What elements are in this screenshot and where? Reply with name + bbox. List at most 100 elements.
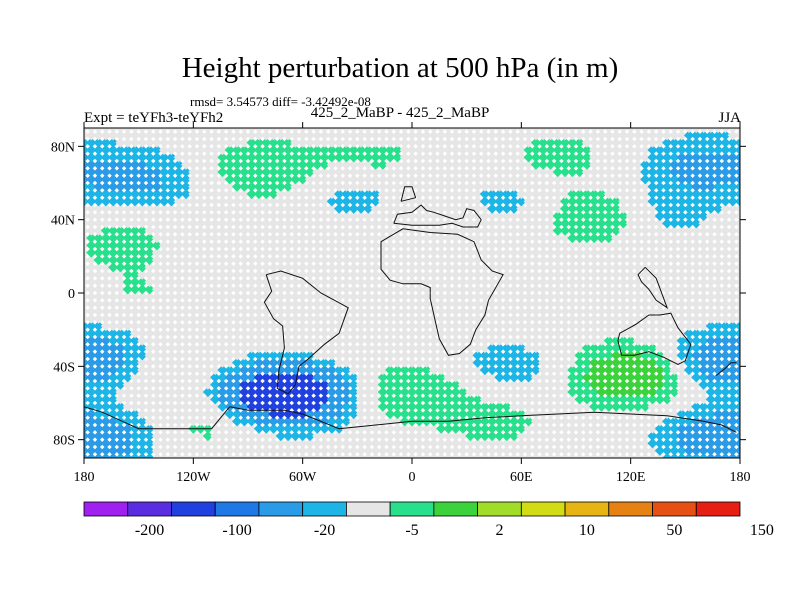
field-cell [239, 152, 250, 163]
field-cell [319, 262, 330, 273]
field-cell [304, 423, 315, 434]
field-cell [144, 445, 155, 456]
field-cell [654, 247, 665, 258]
field-cell [406, 401, 418, 412]
field-cell [188, 240, 199, 251]
field-cell [457, 276, 469, 288]
field-cell [552, 137, 563, 148]
field-cell [669, 416, 680, 427]
field-cell [487, 137, 498, 148]
field-cell [275, 254, 286, 266]
field-cell [581, 423, 592, 434]
field-cell [217, 364, 228, 376]
field-cell [217, 174, 228, 185]
field-cell [363, 144, 374, 156]
field-cell [560, 438, 571, 449]
field-cell [348, 137, 359, 148]
field-cell [581, 247, 592, 258]
field-cell [377, 394, 388, 405]
field-cell [538, 342, 549, 354]
field-cell [326, 445, 337, 456]
field-cell [385, 298, 396, 310]
field-cell [472, 174, 483, 185]
field-cell [632, 372, 643, 383]
field-cell [428, 372, 439, 383]
field-cell [377, 320, 388, 332]
field-cell [108, 166, 119, 178]
field-cell [173, 342, 184, 354]
field-cell [115, 218, 126, 229]
field-cell [625, 137, 636, 148]
field-cell [691, 430, 702, 442]
field-cell [734, 276, 740, 288]
field-cell [137, 210, 148, 222]
field-cell [246, 364, 257, 376]
field-cell [516, 394, 527, 405]
field-cell [581, 159, 592, 170]
field-cell [523, 144, 534, 156]
field-cell [698, 306, 709, 317]
field-cell [210, 218, 221, 229]
field-cell [428, 284, 439, 295]
field-cell [567, 394, 578, 405]
field-cell [662, 364, 673, 376]
field-cell [377, 438, 388, 449]
field-cell [567, 430, 578, 442]
field-cell [603, 196, 614, 207]
field-cell [457, 240, 469, 251]
field-cell [166, 430, 177, 442]
field-cell [683, 174, 695, 185]
field-cell [414, 181, 425, 192]
field-cell [509, 137, 520, 148]
field-cell [348, 416, 359, 427]
field-cell [705, 306, 716, 317]
field-cell [181, 386, 192, 398]
field-cell [268, 225, 279, 236]
field-cell [669, 254, 680, 266]
field-cell [479, 379, 490, 390]
field-cell [494, 342, 505, 354]
field-cell [560, 247, 571, 258]
field-cell [538, 320, 549, 332]
field-cell [632, 144, 643, 156]
field-cell [290, 166, 301, 178]
field-cell [261, 159, 272, 170]
field-cell [341, 218, 352, 229]
field-cell [494, 203, 505, 214]
field-cell [253, 298, 264, 310]
field-cell [428, 181, 439, 192]
field-cell [129, 386, 141, 398]
field-cell [698, 408, 709, 420]
field-cell [173, 401, 184, 412]
field-cell [181, 357, 192, 368]
field-cell [363, 313, 374, 324]
field-cell [363, 328, 374, 339]
field-cell [669, 284, 680, 295]
field-cell [727, 372, 738, 383]
field-cell [574, 269, 585, 280]
field-cell [581, 284, 592, 295]
field-cell [246, 254, 257, 266]
field-cell [523, 313, 534, 324]
field-cell [705, 210, 716, 222]
field-cell [232, 247, 243, 258]
field-cell [115, 416, 126, 427]
field-cell [312, 225, 323, 236]
field-cell [713, 430, 724, 442]
field-cell [370, 152, 381, 163]
field-cell [530, 276, 541, 288]
field-cell [363, 128, 374, 134]
field-cell [268, 445, 279, 456]
field-cell [195, 269, 206, 280]
field-cell [355, 144, 367, 156]
field-cell [625, 218, 636, 229]
field-cell [304, 335, 315, 346]
field-cell [720, 328, 731, 339]
field-cell [654, 438, 665, 449]
field-cell [144, 188, 155, 200]
field-cell [552, 291, 563, 302]
field-cell [137, 401, 148, 412]
field-cell [246, 188, 257, 200]
field-cell [122, 152, 133, 163]
field-cell [457, 188, 469, 200]
